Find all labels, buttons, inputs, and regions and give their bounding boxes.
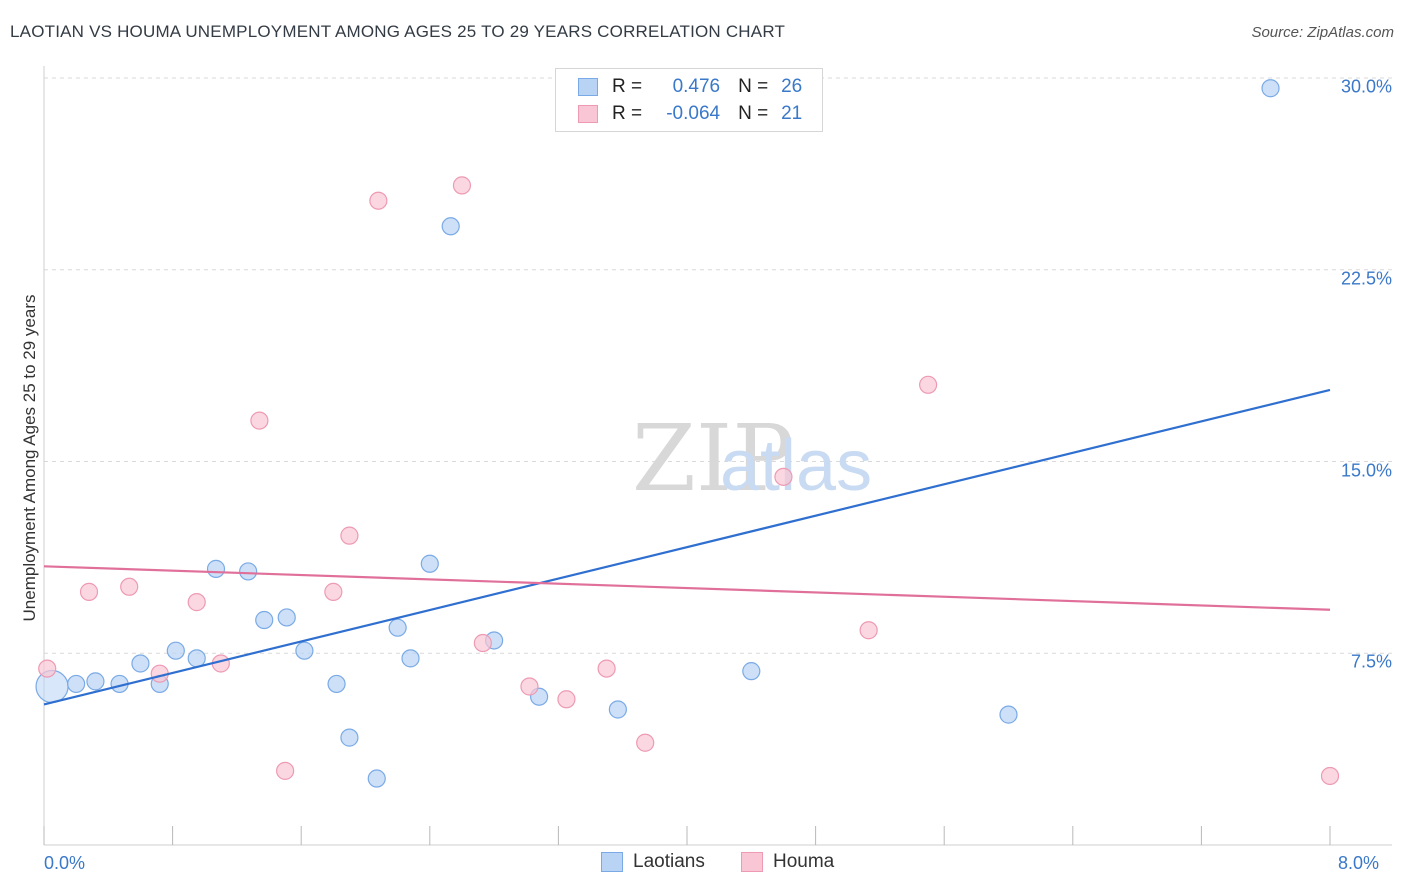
laotians-point: [367, 769, 386, 788]
n-value: 26: [781, 76, 803, 97]
source-label: Source: ZipAtlas.com: [1251, 24, 1394, 41]
laotians-point: [401, 649, 420, 668]
houma-legend-label: Houma: [773, 851, 835, 872]
houma-point: [38, 659, 57, 678]
watermark-zip: ZIP: [632, 405, 794, 512]
laotians-point: [420, 554, 439, 573]
houma-point: [369, 191, 388, 210]
x-tick-label-min: 0.0%: [44, 853, 86, 873]
watermark-atlas: atlas: [720, 426, 872, 506]
houma-point: [473, 633, 492, 653]
x-tick-label-max: 8.0%: [1338, 853, 1380, 873]
laotians-legend-label: Laotians: [633, 851, 705, 872]
y-tick-label: 15.0%: [1340, 460, 1392, 480]
bottom-legend-laotians[interactable]: Laotians: [601, 851, 705, 873]
watermark: ZIP atlas: [632, 405, 872, 512]
houma-legend-swatch: [741, 852, 763, 872]
laotians-point: [340, 728, 359, 747]
houma-point: [276, 761, 295, 780]
bottom-legend-houma[interactable]: Houma: [741, 851, 834, 873]
laotians-point: [131, 654, 150, 673]
trend-layer: [43, 388, 1331, 706]
laotians-point: [388, 618, 407, 637]
houma-point: [859, 621, 878, 640]
laotians-point: [206, 559, 226, 578]
houma-point: [919, 375, 938, 394]
laotians-point: [1261, 79, 1280, 98]
laotians-point: [255, 610, 274, 630]
laotians-point: [166, 641, 185, 660]
laotians-point: [86, 672, 105, 691]
r-value: -0.064: [666, 103, 721, 124]
laotians-legend-swatch: [601, 852, 623, 872]
laotians-point: [441, 217, 460, 236]
houma-point: [187, 593, 206, 612]
laotians-point: [999, 705, 1018, 724]
houma-point: [1320, 766, 1340, 786]
laotians-point: [742, 662, 761, 681]
houma-point: [774, 467, 793, 486]
houma-point: [520, 677, 539, 696]
houma-point: [452, 176, 472, 195]
points-layer: [35, 79, 1340, 788]
laotians-point: [67, 674, 86, 694]
axis-layer: [43, 66, 1392, 846]
y-tick-label: 7.5%: [1350, 651, 1392, 672]
r-value: 0.476: [672, 76, 721, 97]
laotians-point: [239, 562, 258, 581]
r-label: R =: [612, 103, 643, 124]
laotians-point: [277, 608, 296, 627]
laotians-point: [608, 700, 627, 719]
chart-title: LAOTIAN VS HOUMA UNEMPLOYMENT AMONG AGES…: [10, 22, 786, 41]
n-value: 21: [781, 103, 803, 124]
houma-swatch: [578, 105, 598, 123]
y-tick-label: 30.0%: [1340, 76, 1392, 97]
laotians-point: [327, 674, 346, 694]
houma-point: [557, 690, 576, 709]
houma-point: [636, 733, 655, 752]
y-tick-label: 22.5%: [1340, 268, 1392, 289]
n-label: N =: [738, 103, 769, 124]
houma-point: [120, 577, 139, 596]
houma-point: [597, 659, 616, 678]
legend-row-houma: R = -0.064 N = 21: [578, 102, 802, 126]
laotians-point: [295, 641, 314, 660]
houma-point: [340, 526, 359, 545]
correlation-legend: R = 0.476 N = 26 R = -0.064 N = 21: [555, 68, 823, 132]
houma-trend-line: [43, 565, 1331, 611]
houma-point: [250, 411, 269, 430]
houma-point: [324, 582, 343, 601]
grid-layer: [44, 77, 1392, 654]
houma-point: [79, 582, 99, 601]
laotians-point: [187, 649, 206, 668]
laotians-swatch: [578, 78, 598, 96]
laotians-trend-line: [43, 388, 1331, 706]
n-label: N =: [738, 76, 769, 97]
r-label: R =: [612, 76, 643, 97]
legend-row-laotians: R = 0.476 N = 26: [578, 75, 802, 99]
